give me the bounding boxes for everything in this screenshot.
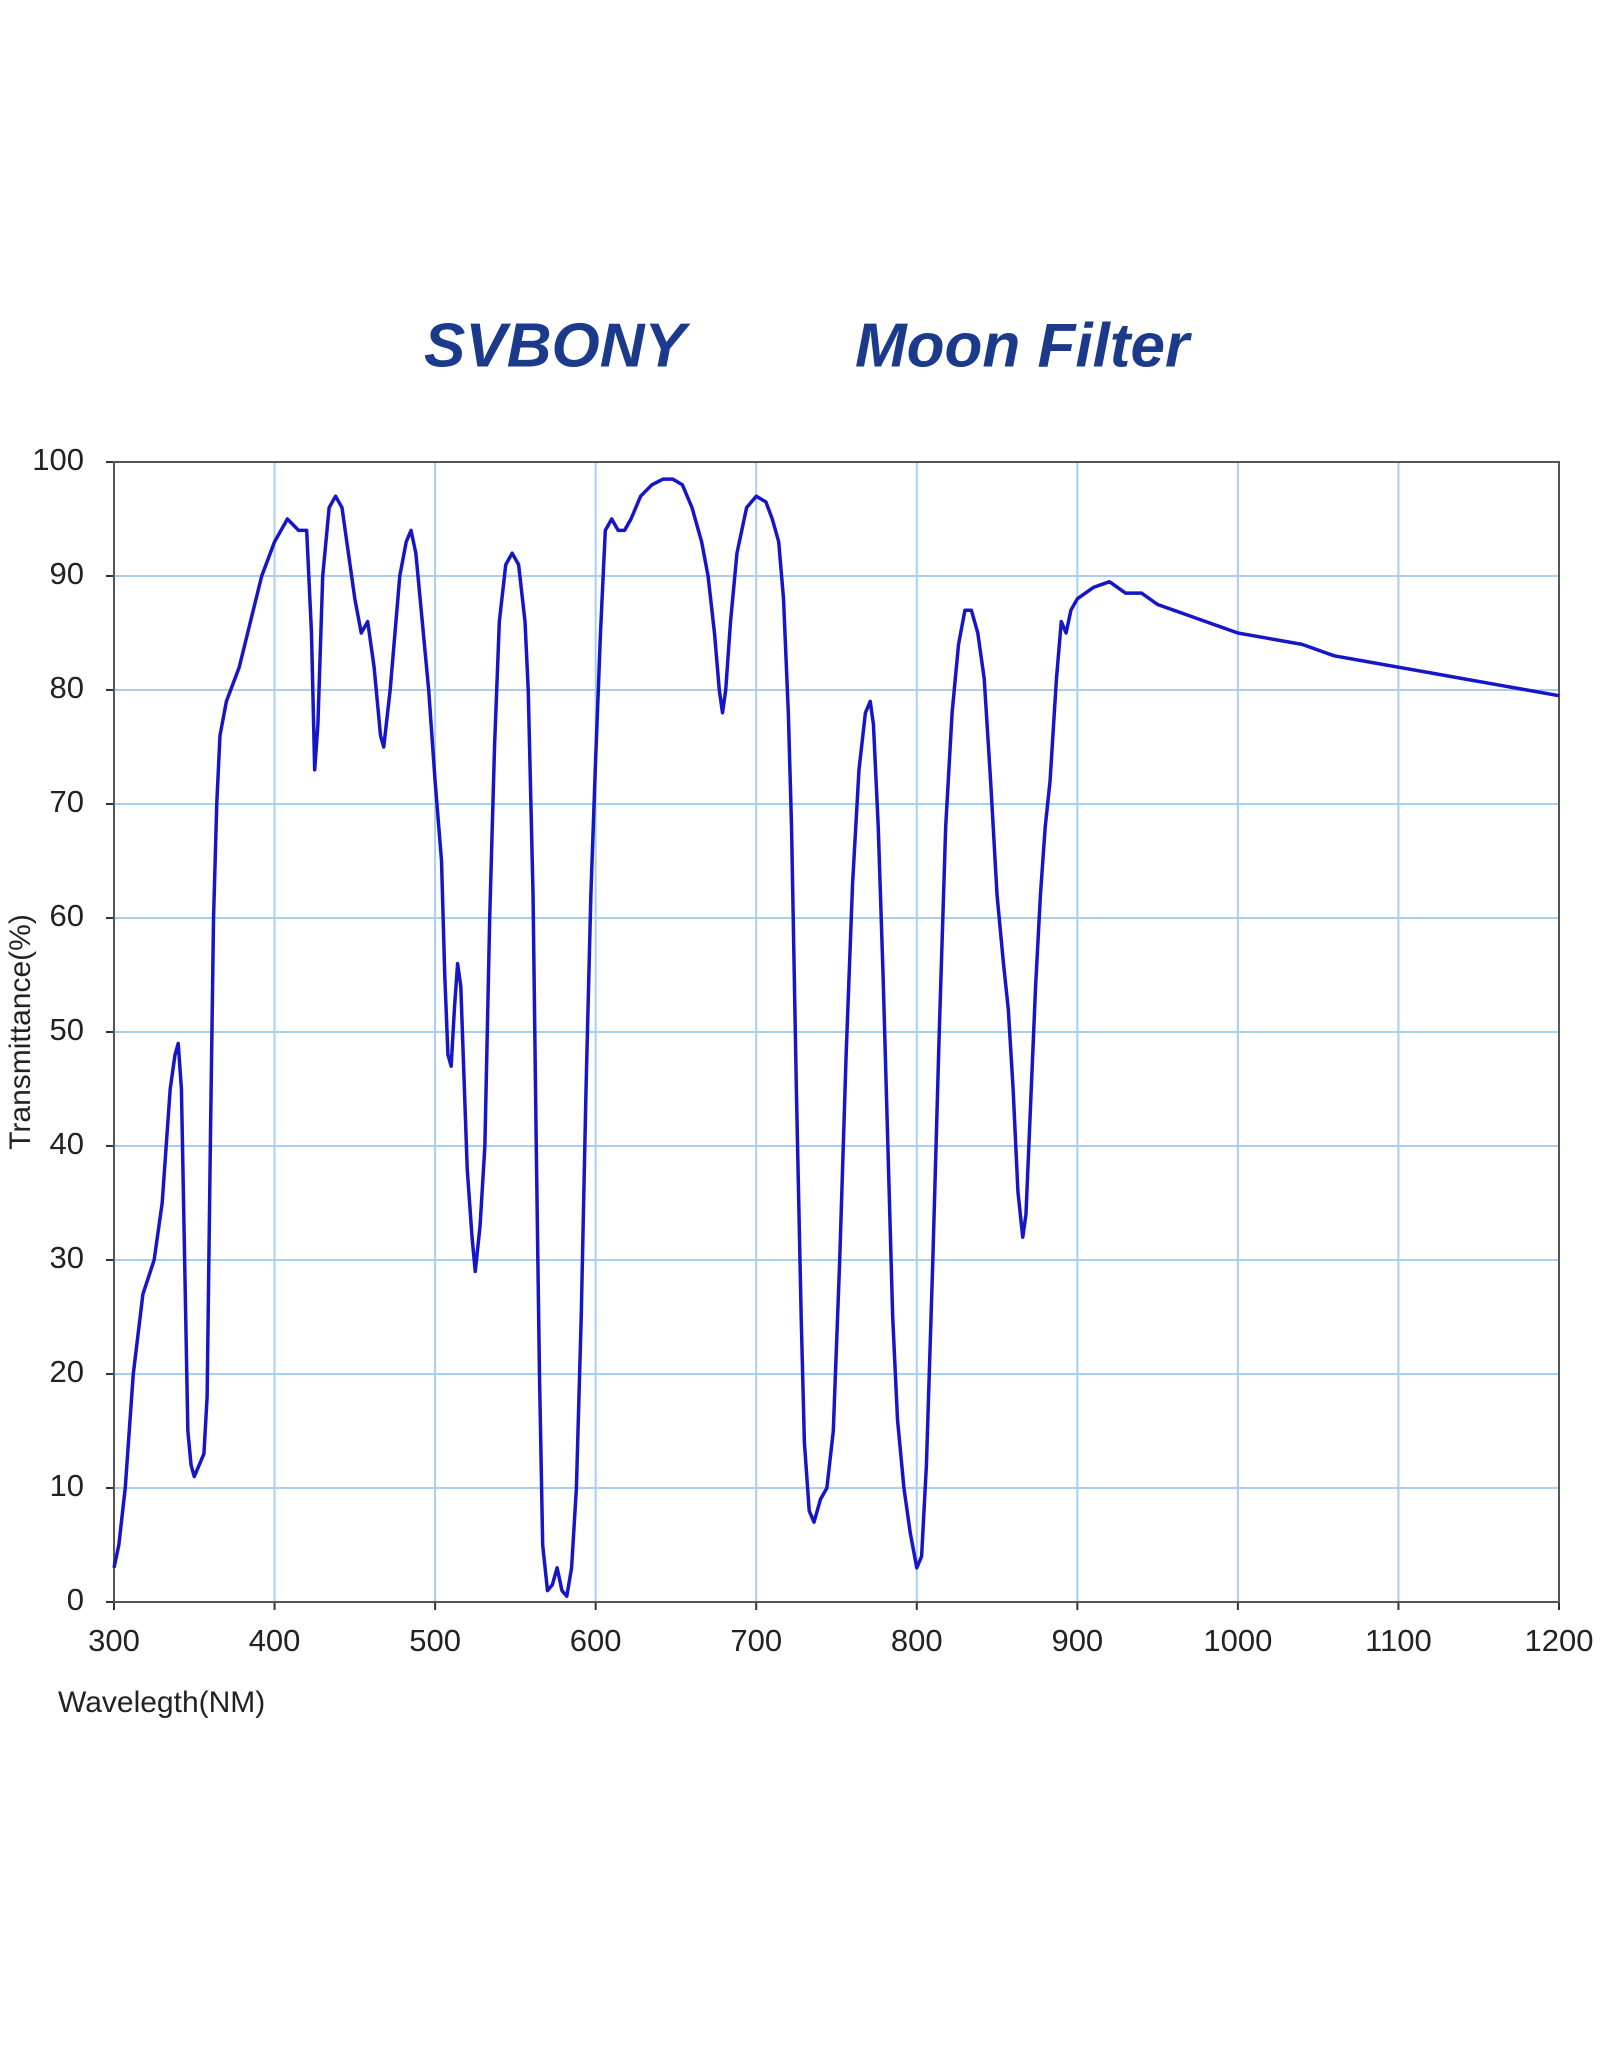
- x-tick-label: 600: [570, 1623, 622, 1658]
- y-tick-label: 100: [32, 442, 84, 477]
- y-axis-label: Transmittance(%): [4, 914, 37, 1150]
- y-tick-label: 80: [50, 670, 84, 705]
- y-tick-label: 20: [50, 1354, 84, 1389]
- y-tick-label: 90: [50, 556, 84, 591]
- y-tick-label: 60: [50, 898, 84, 933]
- y-tick-label: 30: [50, 1240, 84, 1275]
- x-axis-label: Wavelegth(NM): [58, 1686, 265, 1719]
- y-tick-label: 40: [50, 1126, 84, 1161]
- x-tick-label: 300: [88, 1623, 140, 1658]
- x-tick-label: 1100: [1365, 1623, 1432, 1658]
- y-tick-label: 0: [67, 1582, 84, 1617]
- x-tick-label: 700: [730, 1623, 782, 1658]
- plot-frame: [113, 461, 1560, 1603]
- y-tick-label: 50: [50, 1012, 84, 1047]
- chart-title: Moon Filter: [855, 311, 1192, 380]
- x-tick-label: 400: [249, 1623, 301, 1658]
- brand: SVBONY: [424, 311, 691, 380]
- x-tick-label: 1000: [1203, 1623, 1272, 1658]
- x-tick-label: 800: [891, 1623, 943, 1658]
- y-tick-label: 10: [50, 1468, 84, 1503]
- y-tick-label: 70: [50, 784, 84, 819]
- x-tick-label: 1200: [1525, 1623, 1594, 1658]
- x-tick-label: 500: [409, 1623, 461, 1658]
- data-line: [112, 477, 1560, 1599]
- x-tick-label: 900: [1051, 1623, 1103, 1658]
